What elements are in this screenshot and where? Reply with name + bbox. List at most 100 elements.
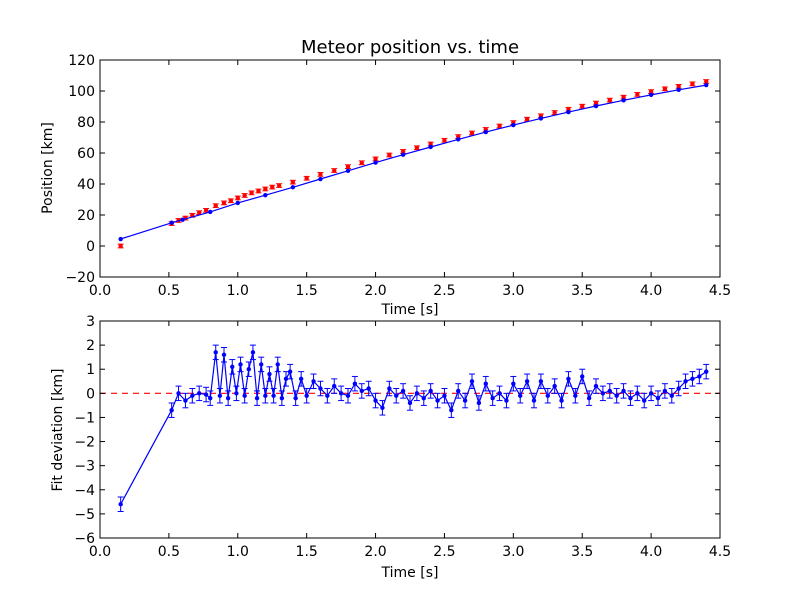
data-point [648,89,654,94]
data-point [311,379,316,384]
data-point [621,98,626,103]
data-point [414,391,420,396]
data-point [290,185,296,190]
y-tick-label: 100 [68,84,95,100]
data-point [345,393,351,398]
y-tick-label: 80 [77,115,95,131]
y-tick-label: −6 [74,531,95,547]
data-point [254,395,260,401]
data-point [118,243,123,249]
y-tick-label: 40 [77,177,95,193]
plot-frame [99,59,721,278]
data-point [238,362,243,367]
x-tick-label: 2.5 [433,283,455,299]
x-tick-label: 2.0 [364,283,386,299]
data-point [263,186,268,192]
data-point [655,395,661,401]
x-tick-label: 2.0 [364,544,386,560]
data-point [394,393,399,398]
data-point [442,138,447,143]
deviation-plot-area: 0.0 0.5 1.0 1.5 2.0 2.5 3.0 3.5 4.0 4.5 −6 −5 −4 −3 −2… [74,314,731,560]
data-point [662,86,668,92]
data-point [573,393,578,398]
data-point [118,502,123,507]
data-point [400,149,406,154]
data-point [697,374,702,379]
data-point [504,398,509,403]
data-point [225,395,231,401]
data-point [118,236,123,242]
data-point [217,393,223,398]
data-point [259,362,264,367]
x-tick-label: 3.5 [571,283,593,299]
data-point [414,145,420,150]
data-point [676,386,681,391]
y-tick-label: −5 [74,507,95,523]
data-point [704,369,709,374]
data-point [676,84,681,89]
data-point [676,87,681,92]
data-point [235,195,240,201]
data-point [180,217,185,222]
y-tick-label: 3 [86,314,95,330]
data-point [559,398,564,403]
data-point [407,400,413,406]
y-tick-label: 1 [86,362,95,378]
data-point [208,209,213,215]
x-tick-label: 3.5 [571,544,593,560]
y-tick-label: 60 [77,146,95,162]
data-point [380,405,385,410]
data-point [197,391,202,396]
data-point [304,176,309,181]
data-point [169,408,174,413]
data-point [270,184,275,190]
data-point [449,408,454,413]
data-point [648,391,654,396]
data-point [293,395,298,401]
x-tick-label: 0.0 [89,544,111,560]
x-axis-label: Time [s] [381,302,439,318]
x-tick-label: 1.0 [227,283,249,299]
data-point [176,391,181,396]
chart-title: Meteor position vs. time [301,37,519,58]
data-point [221,352,227,357]
data-point [256,188,261,194]
data-point [476,400,482,406]
data-point [456,388,461,394]
plot-frame [99,320,721,539]
data-point [690,376,695,382]
data-point [290,179,296,185]
data-point [593,103,599,109]
data-point [190,393,195,398]
data-point [213,203,218,208]
data-layer [117,79,710,249]
data-point [593,383,599,389]
series-line [120,352,707,505]
data-point [490,395,495,401]
data-point [600,391,606,396]
data-point [271,393,276,398]
x-tick-label: 4.5 [709,544,731,560]
data-point [230,364,235,370]
data-point [325,393,330,398]
data-point [531,398,537,403]
data-point [208,395,213,401]
data-point [552,110,557,115]
data-point [203,208,209,213]
data-point [263,393,268,398]
data-point [469,379,475,384]
data-point [213,350,218,355]
y-tick-label: −2 [74,435,95,451]
data-point [283,376,289,382]
data-point [359,160,364,165]
y-axis-label: Position [km] [40,122,56,214]
data-point [483,129,488,135]
data-point [538,379,544,384]
x-tick-label: 4.5 [709,283,731,299]
y-tick-label: 0 [86,239,95,255]
data-point [352,381,358,386]
data-point [298,376,304,382]
data-point [387,386,392,391]
data-point [669,393,674,398]
data-point [635,92,640,97]
